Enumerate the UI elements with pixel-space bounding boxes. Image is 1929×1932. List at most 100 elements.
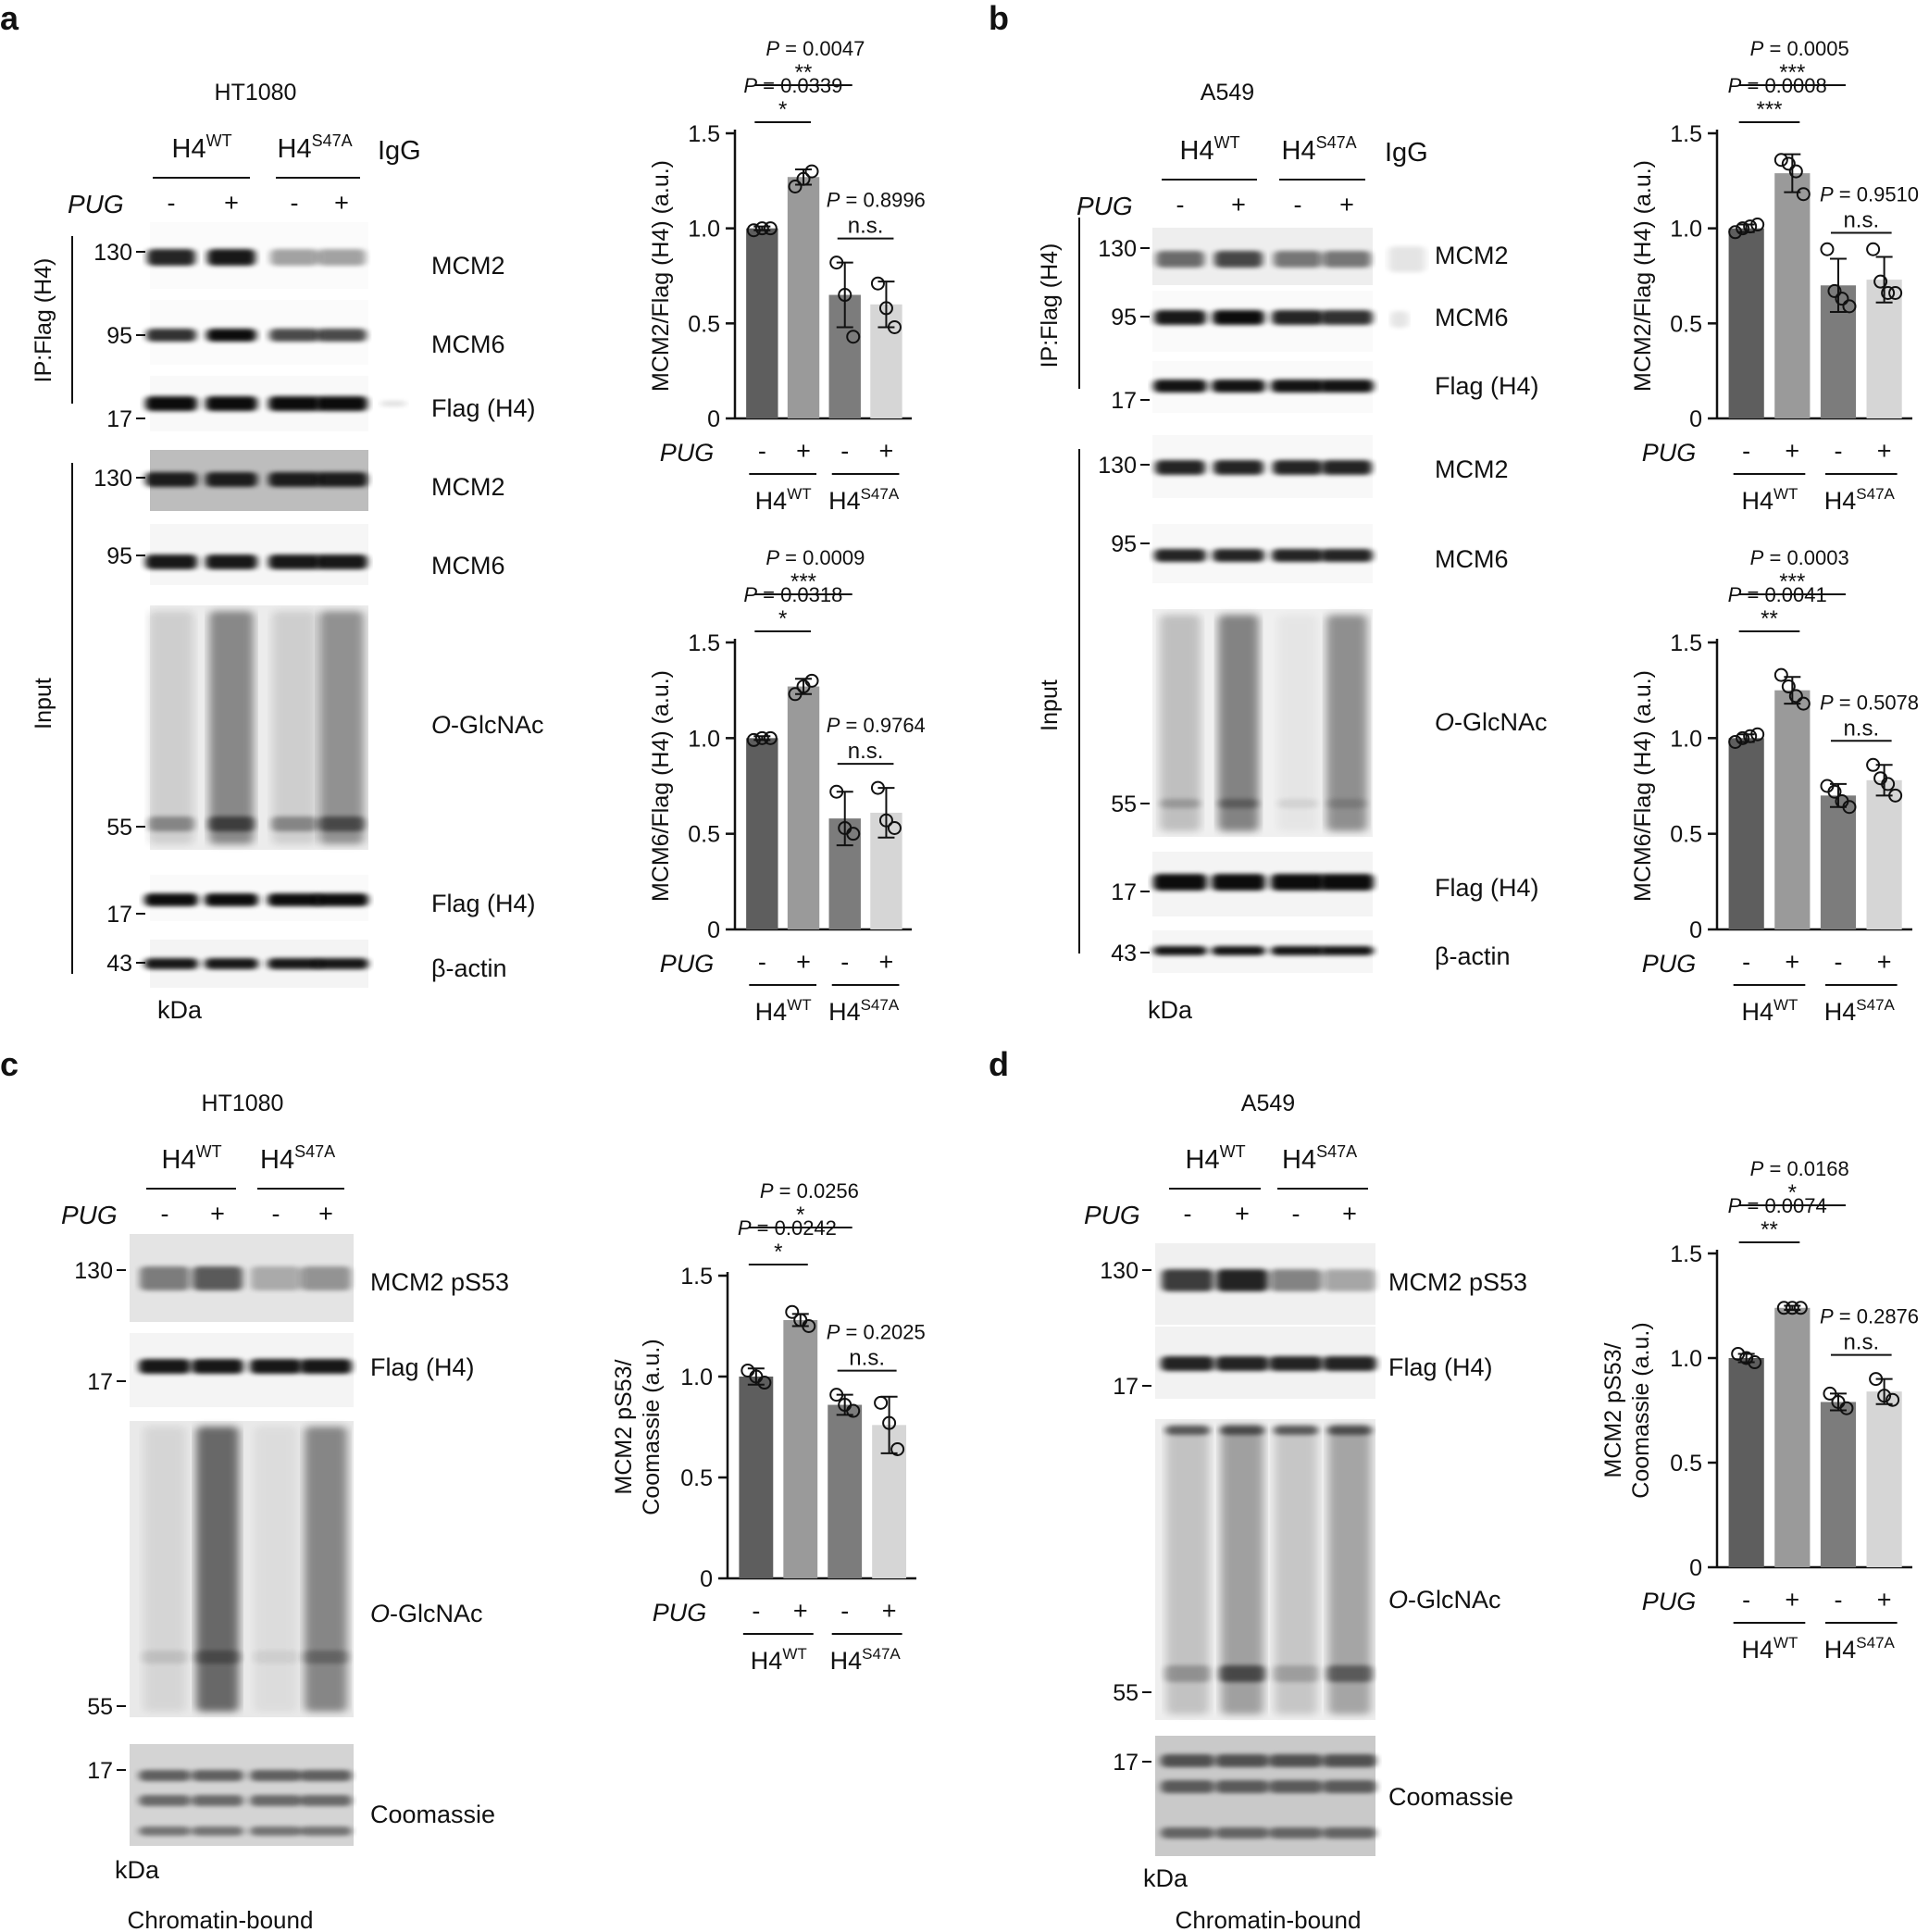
point-1-0	[785, 1304, 800, 1319]
y-axis-label: MCM6/Flag (H4) (a.u.)	[1630, 670, 1656, 902]
panel-a-in-mcm2-band-1	[205, 472, 257, 487]
panel-b-in-mcm6-band-1	[1213, 549, 1264, 562]
y-axis-label: MCM2/Flag (H4) (a.u.)	[648, 160, 674, 392]
point-3-1	[878, 813, 893, 828]
point-1-2	[804, 673, 819, 688]
y-tick-label-1: 0.5	[680, 1465, 713, 1491]
group-label-1: H4S47A	[828, 485, 900, 515]
panel-b-in-oglcnac-smear-0	[1160, 615, 1201, 831]
panel-b-in-mcm6-band-2	[1272, 549, 1324, 562]
group-label-0: H4WT	[755, 996, 812, 1026]
point-0-3	[1750, 218, 1765, 232]
panel-b-marker-95-in: 95	[1111, 531, 1137, 557]
point-0-2	[1743, 729, 1758, 743]
panel_c-treatment-0: -	[161, 1200, 169, 1228]
panel-b-in-oglcnac-smear-2	[1277, 615, 1318, 831]
panel-c-coomassie-band-7	[300, 1795, 352, 1806]
panel_a-igg-label: IgG	[378, 136, 421, 166]
panel_b-treatment-label: PUG	[1077, 192, 1133, 220]
panel-a-marker-55: 55	[106, 815, 132, 841]
comparison-p-2-3: P = 0.9764	[827, 714, 926, 737]
bar-1	[1774, 1307, 1811, 1567]
panel-c-label-oglcnac: O-GlcNAc	[370, 1600, 483, 1627]
panel-b-label-in-actin: β-actin	[1435, 942, 1511, 970]
panel-a-ip-mcm6-band-3	[317, 329, 367, 342]
comparison-p-2-3: P = 0.2876	[1820, 1305, 1919, 1328]
point-3-2	[890, 1441, 905, 1456]
panel-d-mcm2ps53-band-0	[1162, 1269, 1213, 1291]
panel-b-marker-130-ip: 130	[1098, 236, 1137, 262]
panel-b-in-mcm6-band-3	[1321, 549, 1373, 562]
y-tick-label-1: 0.5	[1670, 1451, 1702, 1477]
point-0-0	[740, 1363, 755, 1377]
panel_a-group-mut-label: H4S47A	[278, 131, 353, 164]
panel-d-coomassie-band-1	[1215, 1754, 1269, 1767]
comparison-p-0-2: P = 0.0047	[765, 37, 865, 60]
panel-b-in-mcm2	[1152, 435, 1373, 498]
treatment-value-0: -	[752, 1597, 760, 1625]
bar-1	[787, 177, 820, 418]
treatment-value-0: -	[758, 948, 766, 976]
panel-d-oglcnac-band-6	[1274, 1426, 1318, 1435]
panel-c-coomassie-band-2	[250, 1770, 302, 1781]
y-tick-label-2: 1.0	[688, 726, 720, 752]
bar-0	[1728, 1358, 1764, 1567]
panel-a-ip-mcm6-band-1	[206, 329, 256, 342]
panel-c-coomassie-band-6	[250, 1795, 302, 1806]
panel-b-ip-mcm2	[1152, 228, 1425, 285]
panel-a-label-in-mcm2: MCM2	[431, 473, 505, 501]
panel-b-label-in-mcm6: MCM6	[1435, 545, 1509, 573]
treatment-value-2: -	[840, 948, 849, 976]
point-3-2	[887, 820, 902, 835]
panel-c-cell-line: HT1080	[202, 1091, 284, 1116]
panel-c-oglcnac-band-0	[142, 1651, 188, 1664]
panel-a-in-mcm6-band-1	[205, 555, 257, 569]
panel-b-cell-line: A549	[1201, 80, 1254, 106]
panel-a-ip-flag-band-1	[205, 396, 257, 411]
group-label-1: H4S47A	[828, 996, 900, 1026]
panel-a-in-oglcnac-band-0	[148, 816, 194, 831]
treatment-label: PUG	[1642, 950, 1697, 978]
panel-b-in-actin-band-1	[1212, 946, 1265, 955]
point-0-1	[754, 221, 769, 236]
panel-b-in-oglcnac-band-1	[1218, 799, 1259, 808]
point-1-1	[1781, 679, 1796, 694]
panel-c-label-flag: Flag (H4)	[370, 1353, 475, 1381]
panel-b-in-oglcnac-band-0	[1160, 799, 1201, 808]
panel-a-ip-mcm6	[146, 300, 368, 365]
panel-b-ip-mcm2-band-2	[1274, 251, 1322, 268]
panel-c-marker-17-flag: 17	[87, 1369, 113, 1395]
y-tick-label-3: 1.5	[688, 121, 720, 147]
panel-b-marker-55: 55	[1111, 791, 1137, 817]
treatment-value-3: +	[1877, 948, 1892, 976]
panel-b-in-oglcnac-smear-1	[1218, 615, 1259, 831]
point-1-2	[1788, 164, 1803, 179]
treatment-label: PUG	[660, 950, 715, 978]
panel-a-in-mcm6-band-0	[145, 555, 197, 569]
panel-b-marker-43: 43	[1111, 941, 1137, 966]
y-tick-label-2: 1.0	[680, 1365, 713, 1390]
group-label-1: H4S47A	[1824, 996, 1896, 1026]
panel_b-treatment-1: +	[1231, 191, 1246, 218]
comparison-p-0-2: P = 0.0256	[760, 1179, 859, 1203]
panel_d-treatment-3: +	[1342, 1200, 1357, 1228]
point-1-0	[1773, 153, 1788, 168]
panel-d-flag-band-2	[1269, 1356, 1323, 1371]
treatment-value-0: -	[1742, 1586, 1750, 1614]
panel-d-flag	[1155, 1327, 1376, 1399]
panel_a-group-wt-label: H4WT	[172, 131, 232, 164]
panel-d-marker-55: 55	[1113, 1680, 1139, 1706]
panel-d-oglcnac-band-7	[1327, 1426, 1372, 1435]
panel-b-in-mcm6	[1152, 524, 1373, 583]
panel-d-coomassie-band-8	[1161, 1827, 1214, 1839]
y-tick-label-0: 0	[1689, 1555, 1702, 1581]
panel-c-coomassie	[130, 1744, 354, 1846]
panel-c-blots: c HT1080 H4WT H4S47A PUG - + - +130 17 55 17 MCM2 pS…	[0, 1045, 509, 1932]
point-0-3	[1750, 727, 1765, 742]
point-3-0	[1869, 1372, 1884, 1387]
bar-3	[1866, 1391, 1902, 1567]
comparison-p-2-3: P = 0.8996	[827, 189, 926, 212]
y-tick-label-0: 0	[1689, 406, 1702, 432]
panel-c-mcm2ps53-band-0	[140, 1266, 190, 1290]
point-0-0	[746, 732, 761, 747]
